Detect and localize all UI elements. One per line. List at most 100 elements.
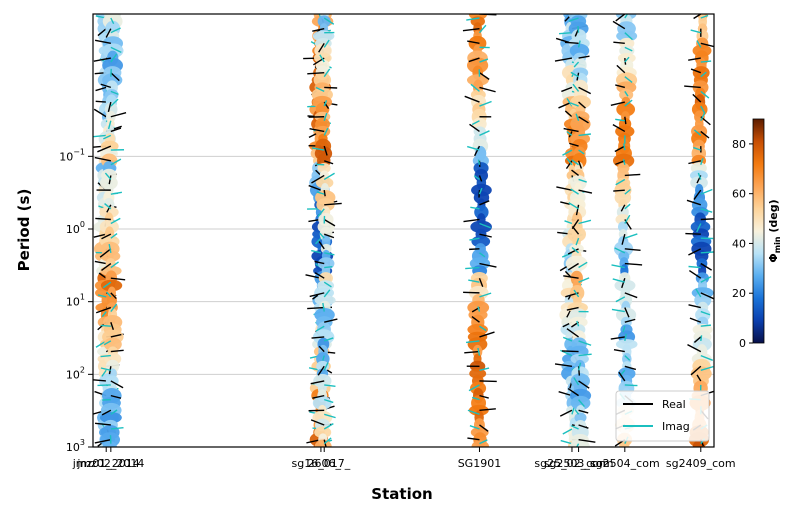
- induction-arrow-imag: [568, 202, 579, 210]
- induction-arrow-real: [690, 68, 702, 74]
- induction-arrow-imag: [315, 237, 322, 245]
- induction-arrow-imag: [479, 58, 489, 63]
- induction-arrow-imag: [311, 147, 325, 151]
- induction-arrow-imag: [323, 281, 332, 288]
- induction-arrow-real: [571, 169, 579, 177]
- induction-arrow-imag: [479, 325, 487, 332]
- induction-arrow-real: [108, 175, 112, 185]
- phase-tensor-ellipse: [469, 368, 487, 379]
- y-tick-label: 10−1: [59, 147, 85, 163]
- induction-arrow-imag: [324, 398, 334, 404]
- x-tick-label: sg2504_com: [590, 457, 660, 470]
- induction-arrow-imag: [700, 275, 712, 283]
- induction-arrow-imag: [562, 336, 573, 342]
- phase-tensor-ellipse: [467, 337, 488, 352]
- colorbar-gradient: [752, 118, 765, 344]
- induction-arrow-imag: [324, 337, 334, 342]
- induction-arrow-real: [559, 409, 573, 417]
- induction-arrow-real: [693, 14, 702, 20]
- induction-arrow-imag: [323, 172, 335, 181]
- phase-tensor-ellipse: [570, 353, 589, 365]
- induction-arrow-real: [690, 365, 702, 376]
- induction-arrow-real: [687, 343, 702, 353]
- induction-arrow-real: [685, 232, 701, 235]
- induction-arrow-real: [95, 217, 111, 221]
- induction-arrow-real: [462, 27, 480, 32]
- induction-arrow-imag: [624, 355, 631, 361]
- induction-arrow-imag: [700, 71, 707, 78]
- phase-tensor-ellipse: [617, 221, 629, 233]
- induction-arrow-imag: [110, 409, 118, 415]
- induction-arrow-imag: [323, 17, 335, 25]
- induction-arrow-imag: [576, 443, 580, 447]
- induction-arrow-imag: [101, 311, 107, 318]
- induction-arrow-real: [621, 277, 626, 289]
- induction-arrow-imag: [575, 113, 580, 121]
- induction-arrow-imag: [577, 362, 582, 371]
- induction-arrow-imag: [695, 288, 702, 298]
- induction-arrow-imag: [688, 265, 701, 269]
- induction-arrow-real: [324, 318, 338, 323]
- phase-tensor-ellipse: [567, 226, 587, 243]
- induction-arrow-real: [99, 248, 112, 258]
- induction-arrow-real: [693, 336, 702, 343]
- induction-arrow-imag: [696, 40, 702, 48]
- induction-arrow-real: [479, 233, 492, 238]
- induction-arrow-imag: [103, 340, 112, 346]
- induction-arrow-real: [624, 365, 637, 371]
- induction-arrow-imag: [316, 191, 325, 195]
- phase-tensor-ellipse: [99, 412, 122, 424]
- induction-arrow-imag: [324, 266, 333, 269]
- colorbar-tick-label: 20: [732, 287, 746, 300]
- colorbar-tick-label: 80: [732, 138, 746, 151]
- induction-arrow-real: [323, 218, 336, 227]
- induction-arrow-imag: [323, 112, 328, 121]
- induction-arrow-imag: [469, 237, 480, 241]
- induction-arrow-real: [110, 277, 126, 281]
- induction-arrow-real: [94, 422, 111, 426]
- induction-arrow-real: [469, 248, 480, 251]
- induction-arrow-real: [479, 408, 496, 412]
- induction-arrow-real: [110, 112, 127, 118]
- induction-arrow-real: [610, 101, 625, 107]
- induction-arrow-imag: [578, 353, 592, 357]
- induction-arrow-imag: [566, 157, 573, 166]
- induction-arrow-imag: [573, 377, 580, 386]
- induction-arrow-real: [311, 336, 325, 339]
- induction-arrow-real: [554, 363, 573, 367]
- induction-arrow-imag: [622, 159, 626, 165]
- phase-tensor-ellipse: [617, 53, 636, 64]
- y-axis-title: Period (s): [15, 189, 33, 272]
- induction-arrow-imag: [562, 149, 573, 156]
- induction-arrow-imag: [624, 233, 638, 239]
- phase-tensor-ellipse: [690, 176, 708, 190]
- induction-arrow-real: [688, 248, 702, 256]
- x-tick-label: sg2409_com: [666, 457, 736, 470]
- induction-arrow-real: [468, 57, 480, 63]
- induction-arrow-real: [700, 218, 714, 221]
- induction-arrow-real: [554, 57, 573, 62]
- induction-arrow-imag: [110, 261, 119, 269]
- induction-arrow-real: [93, 379, 107, 382]
- induction-arrow-imag: [570, 425, 579, 430]
- induction-arrow-imag: [322, 355, 325, 361]
- phase-tensor-ellipse: [317, 280, 335, 291]
- x-tick-label: sg16_017_: [292, 457, 351, 470]
- induction-arrow-real: [479, 424, 489, 432]
- induction-arrow-imag: [573, 61, 580, 68]
- induction-arrow-real: [578, 424, 589, 429]
- induction-arrow-imag: [479, 222, 491, 229]
- induction-arrow-imag: [624, 99, 633, 107]
- induction-arrow-imag: [624, 46, 633, 52]
- y-tick-label: 103: [66, 438, 85, 454]
- induction-arrow-imag: [578, 399, 585, 408]
- induction-arrow-imag: [623, 143, 626, 151]
- induction-arrow-real: [569, 142, 579, 147]
- induction-arrow-imag: [700, 158, 704, 165]
- phase-tensor-ellipse: [574, 412, 587, 423]
- induction-arrow-imag: [477, 306, 481, 312]
- induction-arrow-real: [578, 116, 589, 124]
- induction-arrow-imag: [470, 206, 480, 210]
- phase-tensor-ellipse: [615, 339, 638, 350]
- induction-arrow-real: [106, 204, 112, 213]
